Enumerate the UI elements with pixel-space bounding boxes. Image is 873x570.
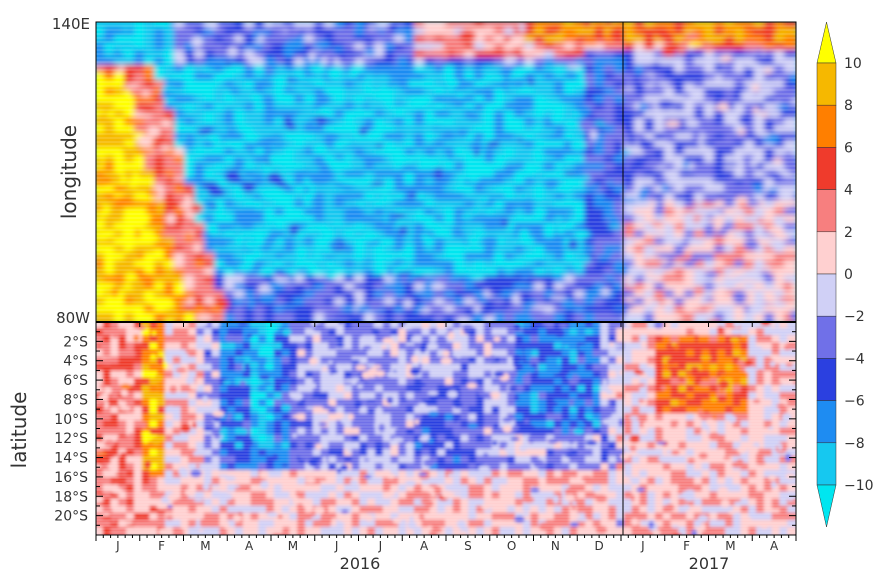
lat-label: 8°S <box>63 392 88 408</box>
colorbar-min-arrow <box>816 484 837 528</box>
top-ytick-140E: 140E <box>52 15 90 33</box>
bottom-y-labels: 2°S 4°S 6°S 8°S 10°S 12°S 14°S 16°S 18°S 20°S <box>54 334 88 524</box>
x-ticks <box>95 322 797 541</box>
month-label: F <box>683 539 690 553</box>
colorbar-label: −4 <box>844 351 865 367</box>
colorbar-label: 8 <box>844 98 853 114</box>
colorbar-label: 10 <box>844 56 862 72</box>
month-label: M <box>200 539 210 553</box>
bottom-y-ticks <box>96 331 796 536</box>
colorbar-box <box>816 231 837 275</box>
month-label: J <box>640 539 645 553</box>
lat-label: 20°S <box>54 509 88 525</box>
colorbar-box <box>816 104 837 148</box>
month-label: F <box>158 539 165 553</box>
month-label: N <box>551 539 560 553</box>
month-label: O <box>507 539 516 553</box>
top-panel-field <box>96 22 796 322</box>
colorbar-label: 6 <box>844 140 853 156</box>
month-label: M <box>725 539 735 553</box>
year-label-2016: 2016 <box>340 554 381 570</box>
colorbar-label: −6 <box>844 394 865 410</box>
bottom-panel-field <box>96 322 796 535</box>
top-ylabel: longitude <box>57 125 81 219</box>
month-label: A <box>770 539 779 553</box>
lat-label: 4°S <box>63 354 88 370</box>
colorbar-label: −10 <box>844 478 873 494</box>
colorbar-label: −8 <box>844 436 865 452</box>
colorbar-max-arrow <box>816 21 837 64</box>
month-label: S <box>464 539 472 553</box>
month-label: D <box>595 539 604 553</box>
colorbar-label: −2 <box>844 309 865 325</box>
lat-label: 12°S <box>54 431 88 447</box>
lat-label: 18°S <box>54 489 88 505</box>
lat-label: 6°S <box>63 373 88 389</box>
bottom-ylabel: latitude <box>7 392 31 469</box>
colorbar-label: 4 <box>844 183 853 199</box>
colorbar-box <box>816 273 837 317</box>
lat-label: 10°S <box>54 412 88 428</box>
colorbar-box <box>816 147 837 190</box>
top-ytick-80W: 80W <box>56 309 90 327</box>
lat-label: 14°S <box>54 451 88 467</box>
colorbar-label: 0 <box>844 267 853 283</box>
colorbar-box <box>816 442 837 486</box>
colorbar-box <box>816 315 837 359</box>
colorbar-box <box>816 400 837 444</box>
month-label: M <box>288 539 298 553</box>
colorbar: 10 8 6 4 2 0 −2 −4 −6 −8 −10 <box>816 21 873 528</box>
colorbar-label: 2 <box>844 225 853 241</box>
lat-label: 2°S <box>63 334 88 350</box>
month-label: J <box>115 539 120 553</box>
year-label-2017: 2017 <box>689 554 730 570</box>
lat-label: 16°S <box>54 470 88 486</box>
month-label: A <box>420 539 429 553</box>
month-label: J <box>334 539 339 553</box>
month-label: A <box>245 539 254 553</box>
colorbar-box <box>816 358 837 401</box>
month-label: J <box>378 539 383 553</box>
colorbar-box <box>816 189 837 233</box>
colorbar-box <box>816 62 837 106</box>
